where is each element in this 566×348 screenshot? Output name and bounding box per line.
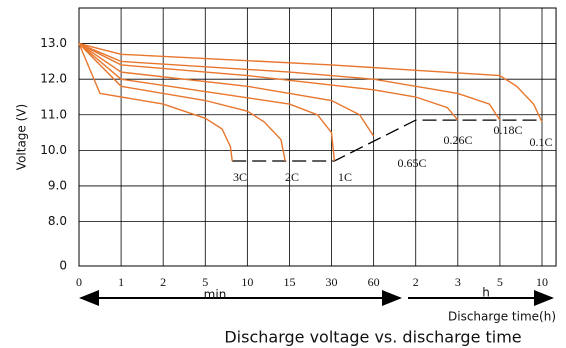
min-label: min xyxy=(204,288,227,302)
curve-label: 1C xyxy=(338,170,352,184)
y-tick-label: 9.0 xyxy=(48,178,67,192)
x-tick-label: 5 xyxy=(202,275,208,289)
curve-label: 2C xyxy=(285,170,299,184)
curve-label: 0.18C xyxy=(493,123,522,137)
chart-title: Discharge voltage vs. discharge time xyxy=(224,328,521,347)
discharge-curve xyxy=(78,43,336,162)
h-label: h xyxy=(482,286,490,300)
discharge-curve xyxy=(78,42,543,123)
x-tick-label: 10 xyxy=(241,275,253,289)
x-tick-label: 1 xyxy=(118,275,124,289)
x-tick-label: 2 xyxy=(160,275,166,289)
discharge-curve xyxy=(78,43,375,137)
x-tick-label: 2 xyxy=(413,275,419,289)
curve-label: 0.1C xyxy=(529,135,552,149)
x-tick-label: 30 xyxy=(326,275,338,289)
x-tick-label: 0 xyxy=(76,275,82,289)
discharge-curve xyxy=(78,43,286,162)
x-tick-label: 5 xyxy=(497,275,503,289)
y-tick-label: 8.0 xyxy=(48,214,67,228)
x-tick-label: 3 xyxy=(455,275,461,289)
x-tick-label: 60 xyxy=(368,275,380,289)
y-tick-label: 12.0 xyxy=(40,72,67,86)
plot-frame xyxy=(78,7,557,267)
y-axis-label: Voltage (V) xyxy=(15,104,29,170)
y-tick-label: 0 xyxy=(59,259,67,273)
x-tick-label: 10 xyxy=(536,275,548,289)
y-tick-label: 13.0 xyxy=(40,36,67,50)
discharge-curve xyxy=(78,43,233,162)
curve-label: 0.26C xyxy=(443,133,472,147)
x-axis-label: Discharge time(h) xyxy=(448,310,556,324)
y-tick-label: 10.0 xyxy=(40,143,67,157)
curve-label: 0.65C xyxy=(397,156,426,170)
curve-label: 3C xyxy=(233,170,247,184)
discharge-curve xyxy=(78,42,501,121)
x-tick-label: 15 xyxy=(283,275,295,289)
discharge-curve xyxy=(78,42,459,121)
y-tick-label: 11.0 xyxy=(40,107,67,121)
cutoff-line xyxy=(232,119,542,162)
